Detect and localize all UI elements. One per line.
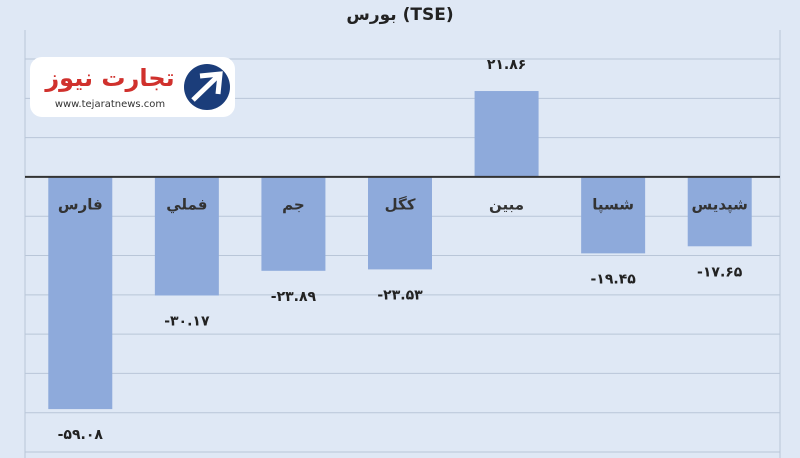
x-tick-label: مبين bbox=[489, 195, 524, 213]
value-label: -۲۳.۸۹ bbox=[271, 289, 317, 305]
chart-title: بورس (TSE) bbox=[346, 5, 453, 25]
value-label: -۲۳.۵۳ bbox=[377, 287, 423, 303]
value-label: ۲۱.۸۶ bbox=[487, 57, 527, 73]
x-tick-label: كگل bbox=[385, 195, 416, 213]
logo-arrow bbox=[191, 71, 223, 102]
bar bbox=[581, 176, 646, 254]
x-tick-label: فملي bbox=[166, 195, 207, 213]
bar bbox=[261, 176, 326, 271]
logo-box bbox=[30, 57, 235, 117]
value-label: -۳۰.۱۷ bbox=[164, 313, 210, 329]
value-label: -۱۹.۴۵ bbox=[590, 271, 636, 287]
x-tick-label: شسپا bbox=[592, 195, 634, 214]
x-tick-label: فارس bbox=[58, 195, 103, 213]
bar bbox=[368, 176, 432, 270]
logo-name: تجارت نیوز bbox=[44, 64, 174, 92]
logo: تجارت نیوز www.tejaratnews.com bbox=[30, 57, 235, 117]
bar bbox=[154, 176, 219, 296]
bar bbox=[474, 91, 539, 177]
value-label: -۵۹.۰۸ bbox=[58, 427, 104, 443]
x-tick-label: جم bbox=[282, 195, 305, 213]
logo-url: www.tejaratnews.com bbox=[55, 99, 165, 110]
x-tick-label: شپديس bbox=[692, 195, 748, 214]
bar bbox=[48, 176, 113, 410]
value-label: -۱۷.۶۵ bbox=[697, 264, 743, 280]
bar bbox=[687, 176, 752, 247]
